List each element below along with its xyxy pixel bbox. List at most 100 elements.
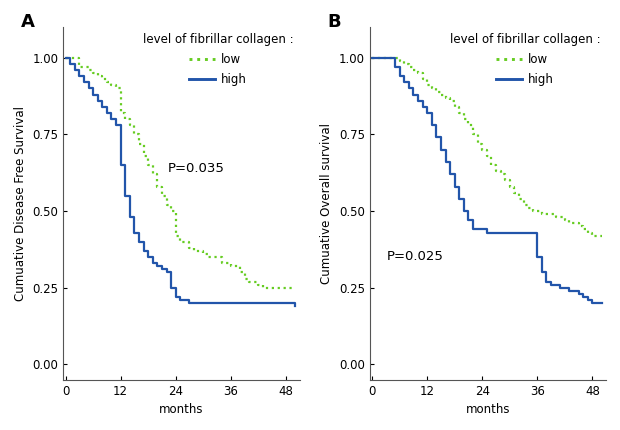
low <box>89 71 97 76</box>
high <box>419 104 427 109</box>
low <box>286 285 294 290</box>
high <box>557 285 564 290</box>
low <box>85 68 92 73</box>
high <box>405 86 412 91</box>
X-axis label: months: months <box>466 403 510 416</box>
high <box>488 230 495 235</box>
low <box>497 172 504 177</box>
low <box>158 193 166 198</box>
high <box>94 98 102 103</box>
low <box>163 203 170 208</box>
low <box>502 178 509 183</box>
high <box>570 288 578 293</box>
high <box>85 86 92 91</box>
high <box>506 230 513 235</box>
high <box>391 64 399 70</box>
Text: A: A <box>21 13 35 31</box>
low <box>520 203 527 208</box>
low <box>442 95 450 100</box>
Line: low: low <box>66 58 295 288</box>
high <box>469 227 477 232</box>
low <box>534 209 541 214</box>
low <box>465 123 472 128</box>
low <box>209 255 216 260</box>
low <box>167 209 175 214</box>
high <box>195 301 202 306</box>
high <box>529 230 536 235</box>
low <box>282 285 290 290</box>
X-axis label: months: months <box>159 403 204 416</box>
Line: low: low <box>372 58 601 236</box>
low <box>542 212 550 217</box>
low <box>94 74 102 79</box>
high <box>423 111 431 116</box>
low <box>186 245 193 250</box>
high <box>414 98 422 103</box>
low <box>410 68 417 73</box>
high <box>368 55 376 60</box>
low <box>561 218 569 223</box>
low <box>62 55 69 60</box>
low <box>437 92 445 97</box>
low <box>538 212 546 217</box>
high <box>131 230 138 235</box>
low <box>117 111 125 116</box>
high <box>149 261 156 266</box>
low <box>525 206 532 211</box>
high <box>89 92 97 97</box>
low <box>368 55 376 60</box>
low <box>172 233 179 238</box>
low <box>236 270 244 275</box>
high <box>108 117 115 122</box>
high <box>437 147 445 152</box>
high <box>167 285 175 290</box>
high <box>126 215 133 220</box>
low <box>401 61 408 67</box>
low <box>190 249 198 254</box>
high <box>515 230 523 235</box>
high <box>534 255 541 260</box>
high <box>460 209 467 214</box>
low <box>391 55 399 60</box>
low <box>181 239 188 244</box>
low <box>122 117 129 122</box>
low <box>598 233 605 238</box>
high <box>76 74 83 79</box>
low <box>511 190 518 195</box>
high <box>135 239 143 244</box>
Legend: low, high: low, high <box>450 33 600 86</box>
Legend: low, high: low, high <box>143 33 294 86</box>
high <box>122 193 129 198</box>
high <box>163 270 170 275</box>
high <box>190 301 198 306</box>
low <box>433 89 440 94</box>
high <box>181 298 188 303</box>
low <box>446 98 454 103</box>
low <box>552 215 559 220</box>
low <box>218 261 225 266</box>
high <box>103 111 110 116</box>
low <box>200 252 207 257</box>
high <box>428 123 435 128</box>
low <box>456 111 463 116</box>
high <box>186 301 193 306</box>
Text: B: B <box>327 13 341 31</box>
low <box>419 77 427 82</box>
low <box>515 196 523 201</box>
low <box>195 249 202 254</box>
low <box>103 80 110 85</box>
low <box>268 285 276 290</box>
low <box>414 71 422 76</box>
low <box>246 279 253 284</box>
low <box>588 233 596 238</box>
low <box>255 282 262 287</box>
high <box>144 255 152 260</box>
low <box>451 104 458 109</box>
high <box>547 282 555 287</box>
high <box>580 295 587 300</box>
high <box>479 227 486 232</box>
low <box>232 264 239 269</box>
low <box>584 230 591 235</box>
high <box>387 55 394 60</box>
low <box>575 224 582 229</box>
